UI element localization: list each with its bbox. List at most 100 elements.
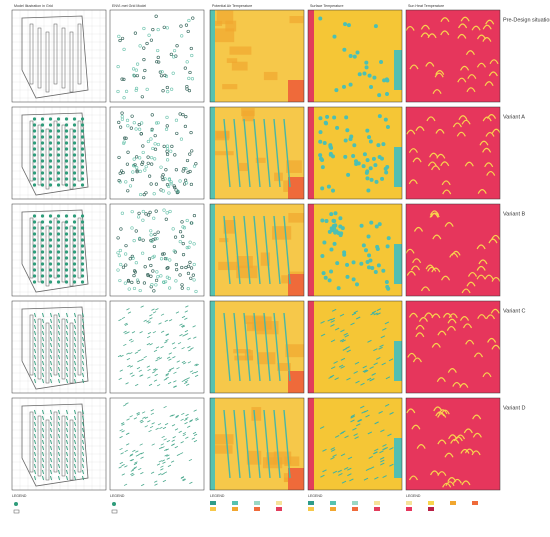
tree-row bbox=[66, 457, 68, 463]
tree bbox=[335, 125, 340, 130]
tree-row bbox=[34, 445, 36, 451]
tree-row bbox=[152, 368, 157, 371]
tree bbox=[40, 135, 45, 139]
building bbox=[69, 322, 74, 384]
tree bbox=[348, 82, 353, 87]
tree bbox=[48, 183, 53, 187]
tree-row bbox=[34, 469, 36, 475]
tree-row bbox=[42, 342, 44, 348]
tree-row bbox=[82, 457, 84, 463]
cool-strip bbox=[210, 301, 215, 393]
tree bbox=[40, 177, 45, 181]
legend-swatch bbox=[450, 501, 456, 505]
tree bbox=[153, 232, 157, 236]
tree-line bbox=[253, 409, 261, 479]
tree bbox=[364, 60, 369, 65]
tree bbox=[56, 220, 61, 224]
tree bbox=[80, 238, 85, 242]
tree-row bbox=[74, 427, 76, 433]
tree bbox=[175, 267, 179, 272]
tree-row bbox=[153, 379, 158, 382]
legend-symbol bbox=[112, 502, 116, 506]
tree-row bbox=[129, 454, 133, 457]
tree-row bbox=[340, 453, 346, 457]
tree-row bbox=[173, 371, 177, 374]
tree bbox=[363, 248, 368, 253]
shade-arc bbox=[444, 222, 454, 227]
tree bbox=[165, 158, 170, 162]
tree bbox=[80, 153, 85, 157]
tree bbox=[174, 118, 179, 122]
shade-arc bbox=[445, 481, 455, 487]
shade-arc bbox=[467, 271, 478, 277]
tree-row bbox=[158, 357, 163, 360]
tree-row bbox=[173, 385, 178, 388]
tree-row bbox=[340, 357, 346, 361]
building bbox=[45, 128, 50, 190]
tree bbox=[386, 236, 391, 241]
tree-row bbox=[74, 409, 76, 415]
tree-row bbox=[140, 305, 144, 308]
tree bbox=[56, 141, 61, 145]
tree-row bbox=[123, 330, 127, 333]
tree bbox=[32, 256, 37, 260]
tree-row bbox=[50, 451, 52, 457]
legend-swatch bbox=[276, 501, 282, 505]
tree-row bbox=[373, 312, 378, 316]
shade-arc bbox=[437, 412, 447, 418]
tree bbox=[72, 274, 77, 278]
tree-row bbox=[180, 476, 185, 479]
tree bbox=[124, 180, 128, 184]
tree-row bbox=[82, 366, 84, 372]
tree-row bbox=[322, 469, 327, 473]
building bbox=[77, 411, 82, 473]
tree bbox=[376, 143, 381, 148]
tree-row bbox=[42, 427, 44, 433]
tree bbox=[40, 280, 45, 284]
tree-row bbox=[135, 383, 139, 387]
tree bbox=[343, 138, 348, 143]
warm-patch bbox=[263, 71, 278, 81]
tree bbox=[80, 250, 85, 254]
tree-row bbox=[34, 360, 36, 366]
tree bbox=[72, 117, 77, 121]
tree bbox=[165, 152, 170, 156]
tree-row bbox=[155, 308, 159, 311]
legend-title: LEGEND bbox=[406, 494, 421, 498]
map-panel bbox=[110, 398, 204, 490]
tree-row bbox=[121, 316, 126, 320]
tree bbox=[373, 24, 378, 29]
tree-row bbox=[152, 331, 157, 334]
tree-row bbox=[121, 430, 125, 433]
panel-border bbox=[405, 300, 501, 394]
tree bbox=[40, 244, 45, 248]
tree bbox=[72, 177, 77, 181]
tree bbox=[40, 214, 45, 218]
tree bbox=[141, 160, 145, 164]
tree bbox=[190, 149, 194, 153]
tree bbox=[32, 117, 37, 121]
tree bbox=[142, 46, 146, 50]
shade-arc bbox=[460, 16, 470, 22]
shade-arc bbox=[447, 318, 457, 324]
tree-row bbox=[124, 465, 128, 468]
legend-symbol bbox=[13, 509, 20, 514]
tree-row bbox=[42, 415, 44, 421]
warm-patch bbox=[223, 219, 236, 234]
tree-row bbox=[74, 475, 76, 481]
building bbox=[29, 120, 34, 182]
tree bbox=[130, 210, 134, 214]
tree-row bbox=[168, 319, 173, 322]
panel-border bbox=[209, 9, 305, 103]
shade-arc bbox=[431, 165, 441, 171]
tree bbox=[133, 163, 137, 167]
shade-arc bbox=[436, 377, 446, 383]
tree bbox=[64, 256, 69, 260]
tree bbox=[80, 214, 85, 218]
tree-row bbox=[139, 331, 143, 334]
tree-row bbox=[156, 463, 161, 466]
tree bbox=[141, 209, 145, 214]
tree-row bbox=[182, 478, 186, 481]
tree bbox=[175, 131, 179, 136]
map-panel bbox=[210, 10, 304, 102]
